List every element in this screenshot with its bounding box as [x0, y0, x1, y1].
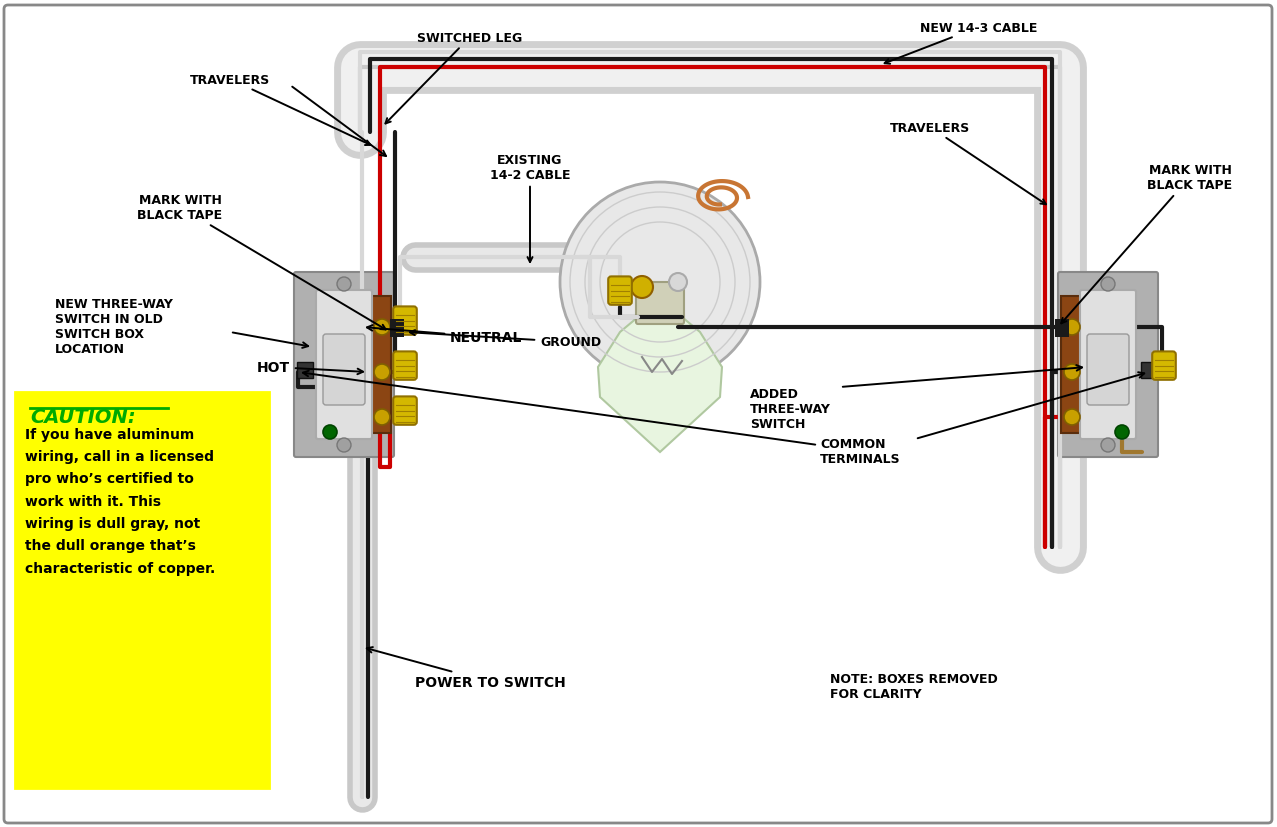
- Circle shape: [337, 278, 351, 292]
- Text: POWER TO SWITCH: POWER TO SWITCH: [366, 648, 566, 689]
- FancyBboxPatch shape: [389, 319, 404, 337]
- Circle shape: [1064, 319, 1080, 336]
- Circle shape: [374, 365, 389, 380]
- Text: NEUTRAL: NEUTRAL: [366, 326, 522, 345]
- Circle shape: [337, 438, 351, 452]
- Text: CAUTION:: CAUTION:: [29, 408, 135, 427]
- FancyBboxPatch shape: [1061, 297, 1085, 433]
- Circle shape: [561, 183, 760, 383]
- FancyBboxPatch shape: [1152, 352, 1176, 380]
- Circle shape: [1101, 278, 1115, 292]
- FancyBboxPatch shape: [393, 307, 416, 336]
- FancyBboxPatch shape: [393, 397, 416, 425]
- Circle shape: [1115, 425, 1129, 439]
- FancyBboxPatch shape: [636, 283, 684, 325]
- FancyBboxPatch shape: [393, 352, 416, 380]
- FancyBboxPatch shape: [315, 290, 372, 439]
- Polygon shape: [598, 318, 722, 452]
- Text: MARK WITH
BLACK TAPE: MARK WITH BLACK TAPE: [1061, 164, 1232, 324]
- FancyBboxPatch shape: [608, 277, 632, 305]
- Text: NEW THREE-WAY
SWITCH IN OLD
SWITCH BOX
LOCATION: NEW THREE-WAY SWITCH IN OLD SWITCH BOX L…: [55, 298, 172, 356]
- FancyBboxPatch shape: [298, 362, 313, 379]
- Text: ADDED
THREE-WAY
SWITCH: ADDED THREE-WAY SWITCH: [750, 388, 831, 431]
- Text: SWITCHED LEG: SWITCHED LEG: [386, 31, 522, 124]
- FancyBboxPatch shape: [366, 297, 391, 433]
- Text: GROUND: GROUND: [410, 331, 601, 349]
- FancyBboxPatch shape: [1087, 335, 1129, 405]
- FancyBboxPatch shape: [4, 6, 1272, 823]
- FancyBboxPatch shape: [1142, 362, 1157, 379]
- Text: EXISTING
14-2 CABLE: EXISTING 14-2 CABLE: [490, 154, 571, 263]
- Text: MARK WITH
BLACK TAPE: MARK WITH BLACK TAPE: [138, 194, 386, 330]
- Circle shape: [323, 425, 337, 439]
- Circle shape: [669, 274, 687, 292]
- Text: NOTE: BOXES REMOVED
FOR CLARITY: NOTE: BOXES REMOVED FOR CLARITY: [830, 672, 997, 700]
- Circle shape: [1101, 438, 1115, 452]
- FancyBboxPatch shape: [1059, 273, 1158, 457]
- Text: If you have aluminum
wiring, call in a licensed
pro who’s certified to
work with: If you have aluminum wiring, call in a l…: [26, 428, 216, 575]
- Circle shape: [631, 277, 653, 299]
- Text: HOT: HOT: [257, 361, 363, 375]
- Circle shape: [374, 409, 389, 425]
- FancyBboxPatch shape: [294, 273, 395, 457]
- FancyBboxPatch shape: [15, 393, 269, 788]
- Text: COMMON
TERMINALS: COMMON TERMINALS: [820, 437, 900, 466]
- Circle shape: [1064, 409, 1080, 425]
- FancyBboxPatch shape: [1055, 319, 1069, 337]
- Circle shape: [374, 319, 389, 336]
- Text: NEW 14-3 CABLE: NEW 14-3 CABLE: [885, 22, 1037, 65]
- FancyBboxPatch shape: [1080, 290, 1137, 439]
- Text: TRAVELERS: TRAVELERS: [190, 74, 370, 146]
- FancyBboxPatch shape: [323, 335, 365, 405]
- Circle shape: [1064, 365, 1080, 380]
- Text: TRAVELERS: TRAVELERS: [890, 122, 1046, 205]
